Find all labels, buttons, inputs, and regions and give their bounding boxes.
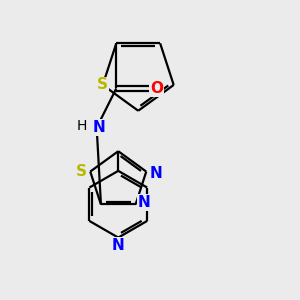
Text: O: O [150, 81, 163, 96]
Text: H: H [76, 119, 87, 133]
Text: N: N [112, 238, 124, 253]
Text: N: N [138, 195, 151, 210]
Text: S: S [76, 164, 87, 179]
Text: N: N [92, 120, 105, 135]
Text: N: N [150, 166, 163, 181]
Text: S: S [97, 77, 108, 92]
